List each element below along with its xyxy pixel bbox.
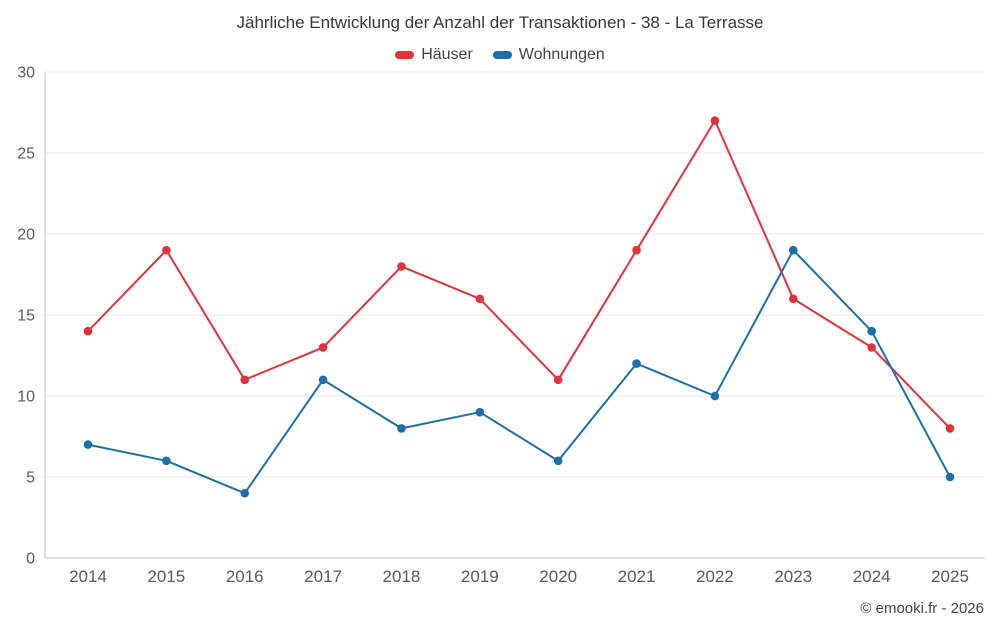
x-axis-tick-label: 2019: [461, 567, 499, 586]
legend-label-wohnungen: Wohnungen: [518, 46, 605, 63]
data-point: [162, 456, 171, 466]
series-line: [87, 249, 951, 495]
x-axis-tick-label: 2021: [618, 567, 656, 586]
data-point: [83, 440, 93, 449]
data-point: [632, 245, 641, 255]
chart-title: Jährliche Entwicklung der Anzahl der Tra…: [236, 13, 764, 32]
y-axis-tick-label: 0: [26, 551, 35, 568]
x-axis-tick-label: 2018: [383, 567, 421, 586]
y-axis-tick-label: 30: [17, 65, 35, 82]
legend-item-wohnungen[interactable]: Wohnungen: [492, 46, 605, 64]
data-point: [867, 326, 876, 336]
data-point: [318, 375, 328, 385]
data-point: [162, 245, 171, 255]
series-line: [87, 119, 951, 430]
y-axis-tick-label: 10: [17, 389, 35, 406]
data-point: [475, 294, 485, 304]
legend: Häuser Wohnungen: [0, 46, 1000, 64]
x-axis-tick-label: 2022: [696, 567, 734, 586]
x-axis-tick-label: 2015: [147, 567, 185, 586]
x-axis-tick-label: 2016: [226, 567, 264, 586]
x-axis-tick-label: 2025: [931, 567, 969, 586]
data-point: [788, 294, 798, 304]
data-point: [553, 456, 563, 466]
copyright-text: © emooki.fr - 2026: [860, 600, 984, 617]
data-point: [788, 245, 798, 255]
x-axis-tick-label: 2017: [304, 567, 342, 586]
data-point: [710, 391, 720, 401]
data-point: [475, 407, 485, 417]
data-point: [632, 359, 641, 368]
x-axis-tick-label: 2020: [539, 567, 577, 586]
data-point: [945, 424, 955, 433]
data-point: [240, 488, 250, 498]
y-axis-tick-label: 25: [17, 146, 35, 163]
data-point: [318, 343, 328, 352]
y-axis-tick-label: 5: [26, 470, 35, 487]
x-axis-tick-label: 2024: [853, 567, 891, 586]
x-axis-tick-label: 2014: [69, 567, 107, 586]
legend-swatch-hauser-icon: [395, 51, 415, 59]
data-point: [240, 375, 250, 385]
data-point: [397, 424, 406, 433]
data-point: [710, 116, 720, 125]
y-axis-tick-label: 15: [17, 308, 35, 325]
data-point: [945, 472, 955, 482]
legend-label-hauser: Häuser: [421, 46, 473, 63]
x-axis-tick-label: 2023: [774, 567, 812, 586]
y-axis-tick-label: 20: [17, 227, 35, 244]
legend-item-hauser[interactable]: Häuser: [395, 46, 473, 64]
data-point: [867, 343, 876, 352]
legend-swatch-wohnungen-icon: [492, 51, 512, 59]
data-point: [553, 375, 563, 385]
data-point: [397, 262, 406, 271]
data-point: [83, 326, 93, 336]
